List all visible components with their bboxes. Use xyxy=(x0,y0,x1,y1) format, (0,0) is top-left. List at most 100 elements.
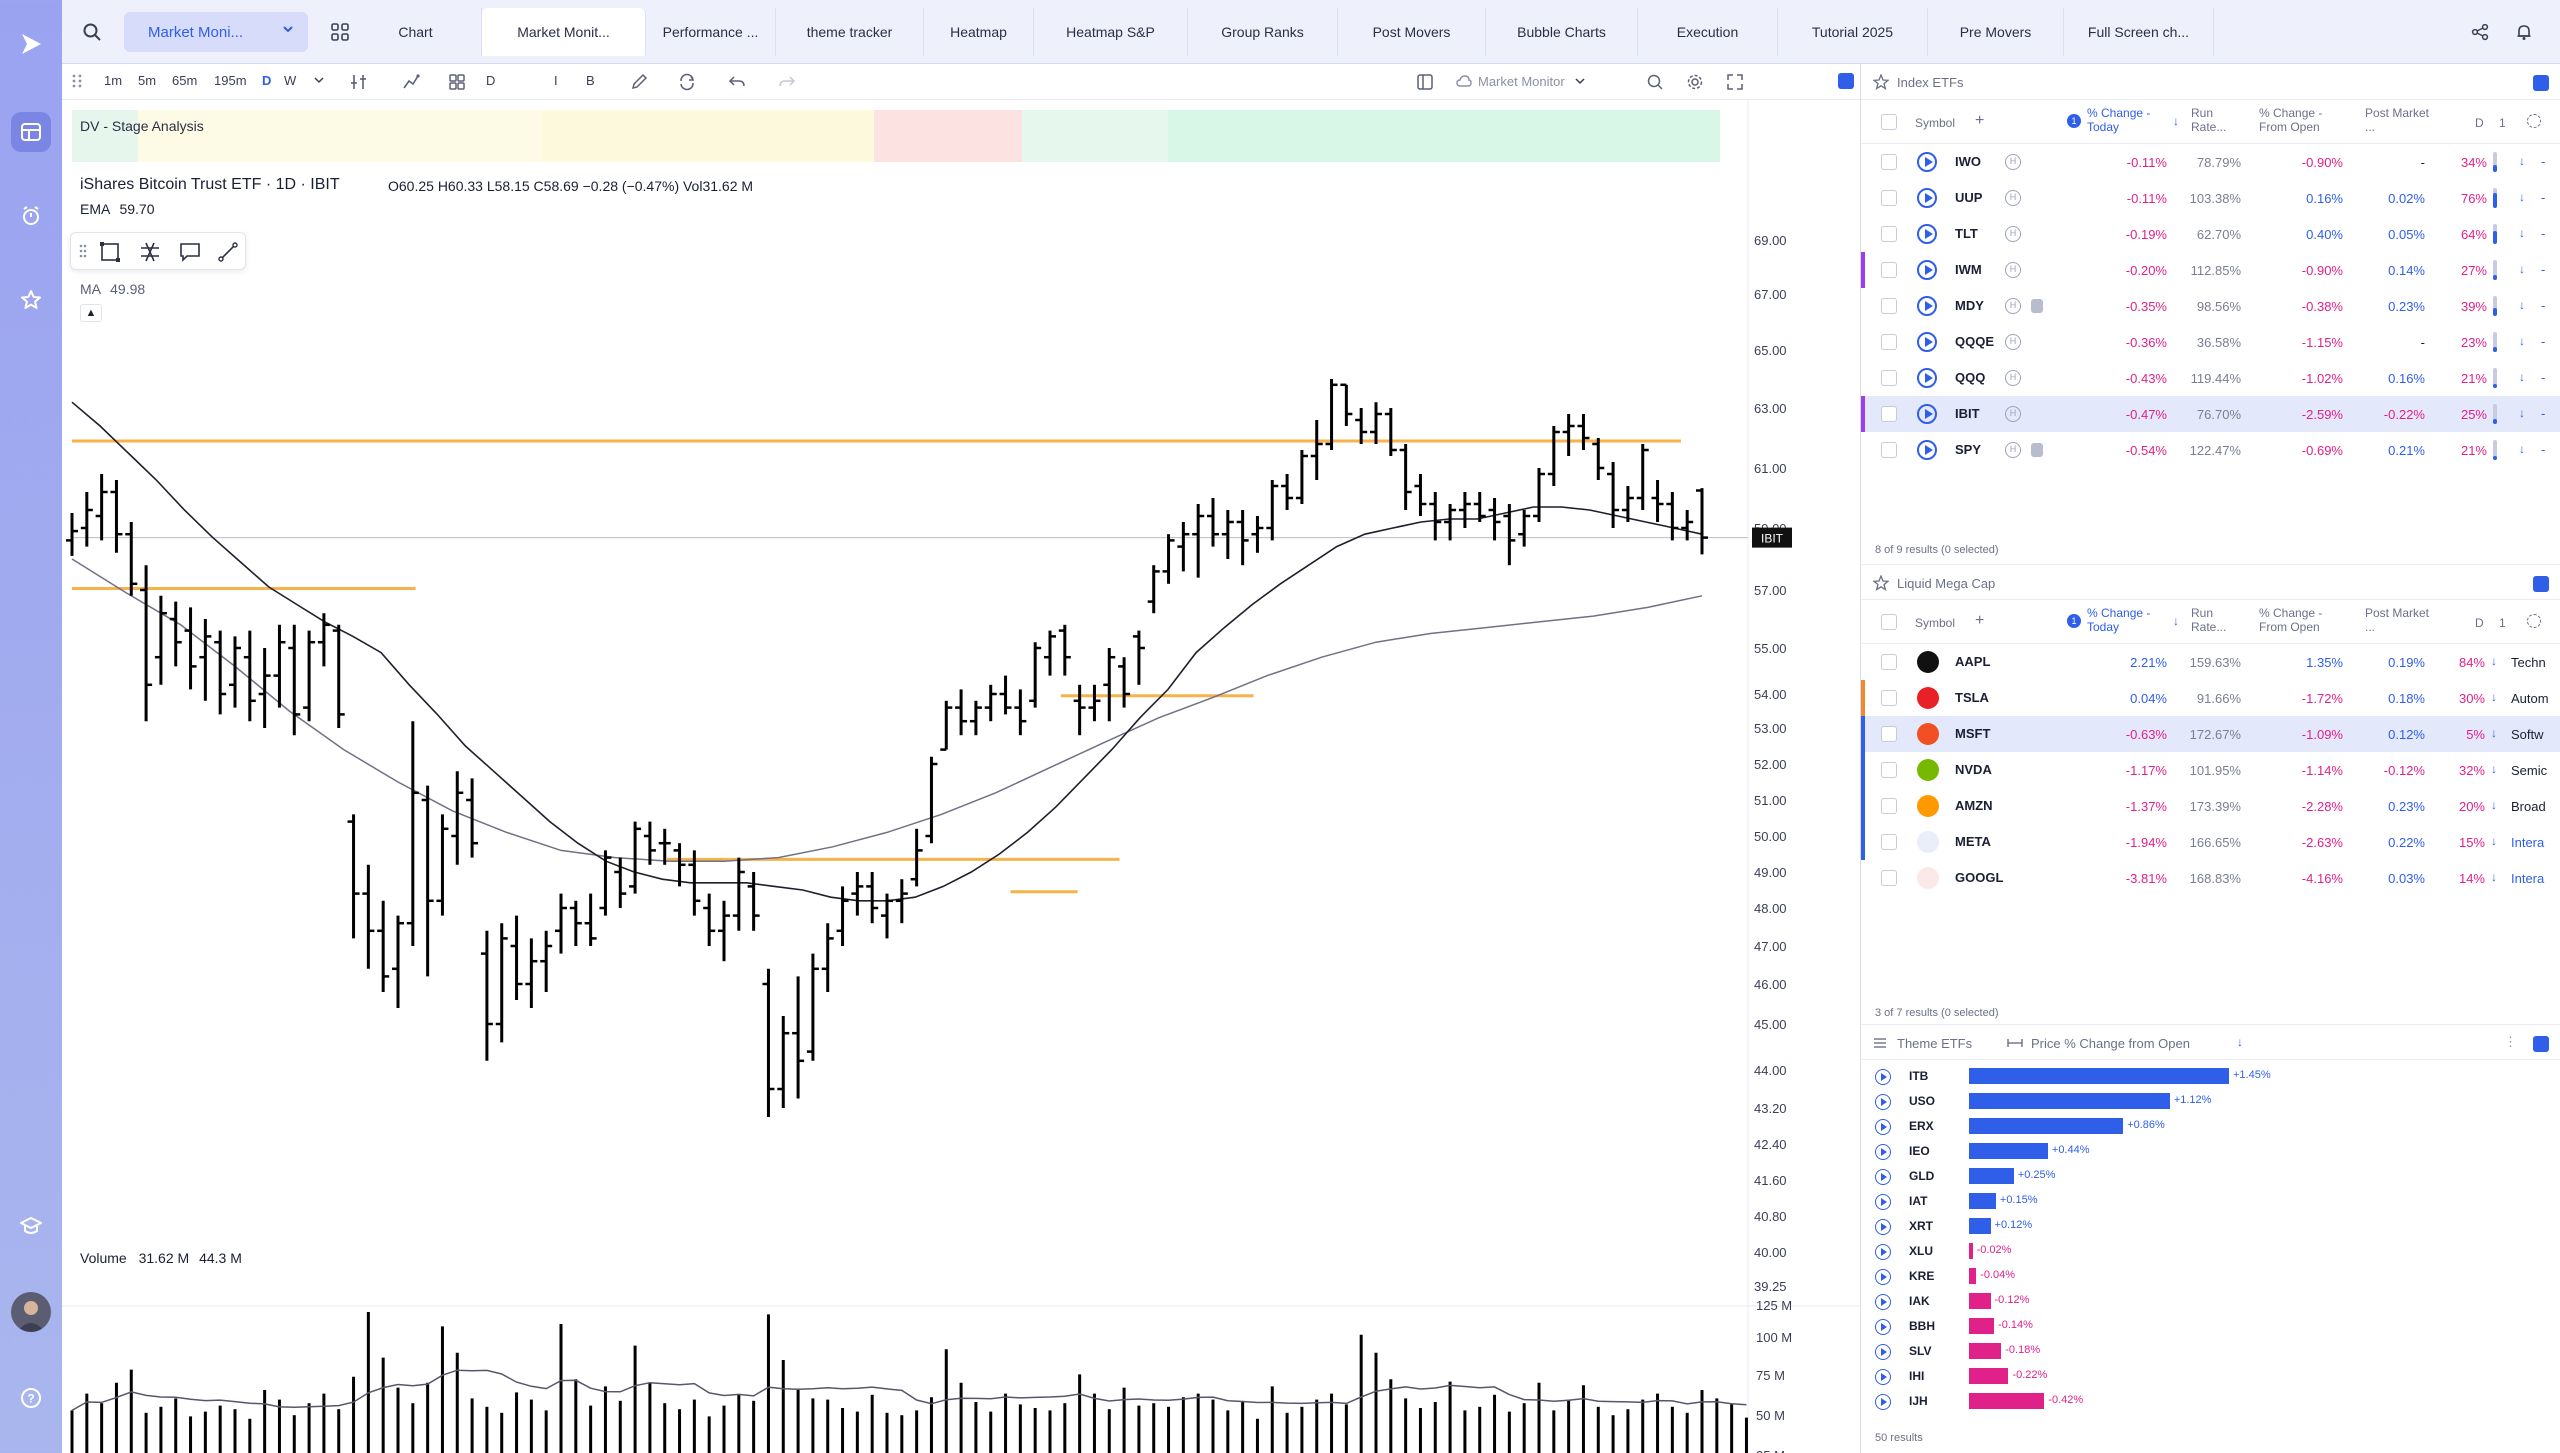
help-icon[interactable]: ? xyxy=(11,1378,51,1418)
index-etf-row[interactable]: QQQ H -0.43% 119.44% -1.02% 0.16% 21% ↓ - xyxy=(1861,360,2560,396)
notifications-button[interactable] xyxy=(2506,12,2542,52)
index-etf-row[interactable]: SPY H -0.54% 122.47% -0.69% 0.21% 21% ↓ - xyxy=(1861,432,2560,468)
tab-8[interactable]: Bubble Charts xyxy=(1486,8,1638,56)
sort-desc-icon[interactable]: ↓ xyxy=(2173,614,2179,628)
row-checkbox[interactable] xyxy=(1881,262,1897,278)
holdings-icon[interactable]: H xyxy=(2005,226,2021,242)
layout-selector[interactable]: Market Moni... xyxy=(124,12,308,52)
theme-etf-row[interactable]: IAT +0.15% xyxy=(1861,1189,2560,1214)
session-d[interactable]: D xyxy=(486,73,496,88)
redo-icon[interactable] xyxy=(778,73,796,94)
play-icon[interactable] xyxy=(1875,1094,1891,1110)
avatar[interactable] xyxy=(11,1292,51,1332)
column-run-rate[interactable]: Run Rate... xyxy=(2191,606,2227,634)
drag-handle-icon[interactable] xyxy=(72,73,82,92)
play-icon[interactable] xyxy=(1875,1394,1891,1410)
play-icon[interactable] xyxy=(1875,1244,1891,1260)
row-checkbox[interactable] xyxy=(1881,154,1897,170)
column-settings-gear-icon[interactable] xyxy=(2527,114,2541,128)
draw-pencil-icon[interactable] xyxy=(630,73,648,94)
row-checkbox[interactable] xyxy=(1881,442,1897,458)
row-checkbox[interactable] xyxy=(1881,298,1897,314)
mega-cap-row[interactable]: TSLA 0.04% 91.66% -1.72% 0.18% 30% ↓ Autom xyxy=(1861,680,2560,716)
theme-etf-row[interactable]: IEO +0.44% xyxy=(1861,1139,2560,1164)
theme-etf-row[interactable]: GLD +0.25% xyxy=(1861,1164,2560,1189)
column-post-market[interactable]: Post Market ... xyxy=(2365,106,2430,134)
index-etfs-link-button[interactable] xyxy=(2533,75,2549,91)
interval-5m[interactable]: 5m xyxy=(138,73,157,88)
tab-4[interactable]: Heatmap xyxy=(924,8,1034,56)
play-icon[interactable] xyxy=(1875,1144,1891,1160)
settings-gear-icon[interactable] xyxy=(1686,73,1704,94)
interval-weekly[interactable]: W xyxy=(284,73,297,88)
row-checkbox[interactable] xyxy=(1881,870,1897,886)
tab-7[interactable]: Post Movers xyxy=(1338,8,1486,56)
alerts-icon[interactable] xyxy=(11,196,51,236)
interval-65m[interactable]: 65m xyxy=(172,73,198,88)
column-change-today[interactable]: % Change - Today xyxy=(2087,606,2151,634)
indicators-icon[interactable] xyxy=(350,73,368,94)
undo-icon[interactable] xyxy=(728,73,746,94)
mega-cap-link-button[interactable] xyxy=(2533,576,2549,592)
play-icon[interactable] xyxy=(1875,1069,1891,1085)
templates-icon[interactable] xyxy=(448,73,466,94)
play-icon[interactable] xyxy=(1917,260,1937,280)
play-icon[interactable] xyxy=(1875,1169,1891,1185)
education-icon[interactable] xyxy=(11,1206,51,1246)
rectangle-tool-icon[interactable] xyxy=(99,241,121,268)
mega-cap-row[interactable]: AAPL 2.21% 159.63% 1.35% 0.19% 84% ↓ Techn xyxy=(1861,644,2560,680)
play-icon[interactable] xyxy=(1875,1219,1891,1235)
sort-desc-icon[interactable]: ↓ xyxy=(2173,114,2179,128)
column-change-open[interactable]: % Change - From Open xyxy=(2259,106,2323,134)
theme-etf-row[interactable]: XLU -0.02% xyxy=(1861,1239,2560,1264)
mega-cap-row[interactable]: NVDA -1.17% 101.95% -1.14% -0.12% 32% ↓ Semic xyxy=(1861,752,2560,788)
row-checkbox[interactable] xyxy=(1881,834,1897,850)
play-icon[interactable] xyxy=(1917,188,1937,208)
fullscreen-icon[interactable] xyxy=(1726,73,1744,94)
add-symbol-icon[interactable]: + xyxy=(1975,612,1985,629)
play-icon[interactable] xyxy=(1917,152,1937,172)
index-etf-row[interactable]: TLT H -0.19% 62.70% 0.40% 0.05% 64% ↓ - xyxy=(1861,216,2560,252)
drag-handle-icon[interactable] xyxy=(79,243,87,264)
chart-style-icon[interactable] xyxy=(402,73,420,94)
share-button[interactable] xyxy=(2462,12,2498,52)
holdings-icon[interactable]: H xyxy=(2005,370,2021,386)
holdings-icon[interactable]: H xyxy=(2005,334,2021,350)
mega-cap-row[interactable]: AMZN -1.37% 173.39% -2.28% 0.23% 20% ↓ Broad xyxy=(1861,788,2560,824)
row-checkbox[interactable] xyxy=(1881,226,1897,242)
tab-11[interactable]: Pre Movers xyxy=(1928,8,2064,56)
mega-cap-row[interactable]: META -1.94% 166.65% -2.63% 0.22% 15% ↓ Intera xyxy=(1861,824,2560,860)
column-1[interactable]: 1 xyxy=(2499,616,2506,630)
tab-2[interactable]: Performance ... xyxy=(646,8,776,56)
theme-etf-row[interactable]: KRE -0.04% xyxy=(1861,1264,2560,1289)
tab-0[interactable]: Chart xyxy=(350,8,482,56)
collapse-legend-button[interactable]: ▲ xyxy=(80,304,102,322)
theme-etf-row[interactable]: ERX +0.86% xyxy=(1861,1114,2560,1139)
theme-etf-row[interactable]: ITB +1.45% xyxy=(1861,1064,2560,1089)
trendline-tool-icon[interactable] xyxy=(217,241,239,268)
play-icon[interactable] xyxy=(1875,1269,1891,1285)
index-etf-row[interactable]: IBIT H -0.47% 76.70% -2.59% -0.22% 25% ↓ - xyxy=(1861,396,2560,432)
theme-metric-selector[interactable]: Price % Change from Open xyxy=(2031,1036,2190,1051)
play-icon[interactable] xyxy=(1917,404,1937,424)
comment-tool-icon[interactable] xyxy=(179,241,201,268)
theme-etf-row[interactable]: BBH -0.14% xyxy=(1861,1314,2560,1339)
row-checkbox[interactable] xyxy=(1881,370,1897,386)
watchlist-star-icon[interactable] xyxy=(11,280,51,320)
select-all-checkbox[interactable] xyxy=(1881,114,1897,130)
play-icon[interactable] xyxy=(1875,1344,1891,1360)
row-checkbox[interactable] xyxy=(1881,762,1897,778)
session-i[interactable]: I xyxy=(554,73,558,88)
fib-tool-icon[interactable] xyxy=(139,241,161,268)
play-icon[interactable] xyxy=(1875,1319,1891,1335)
column-d[interactable]: D xyxy=(2475,116,2484,130)
play-icon[interactable] xyxy=(1875,1194,1891,1210)
holdings-icon[interactable]: H xyxy=(2005,154,2021,170)
column-run-rate[interactable]: Run Rate... xyxy=(2191,106,2227,134)
theme-etf-row[interactable]: SLV -0.18% xyxy=(1861,1339,2560,1364)
tab-3[interactable]: theme tracker xyxy=(776,8,924,56)
panel-layout-icon[interactable] xyxy=(1416,73,1434,94)
theme-etf-row[interactable]: IHI -0.22% xyxy=(1861,1364,2560,1389)
column-symbol[interactable]: Symbol xyxy=(1915,116,1956,130)
index-etf-row[interactable]: QQQE H -0.36% 36.58% -1.15% - 23% ↓ - xyxy=(1861,324,2560,360)
